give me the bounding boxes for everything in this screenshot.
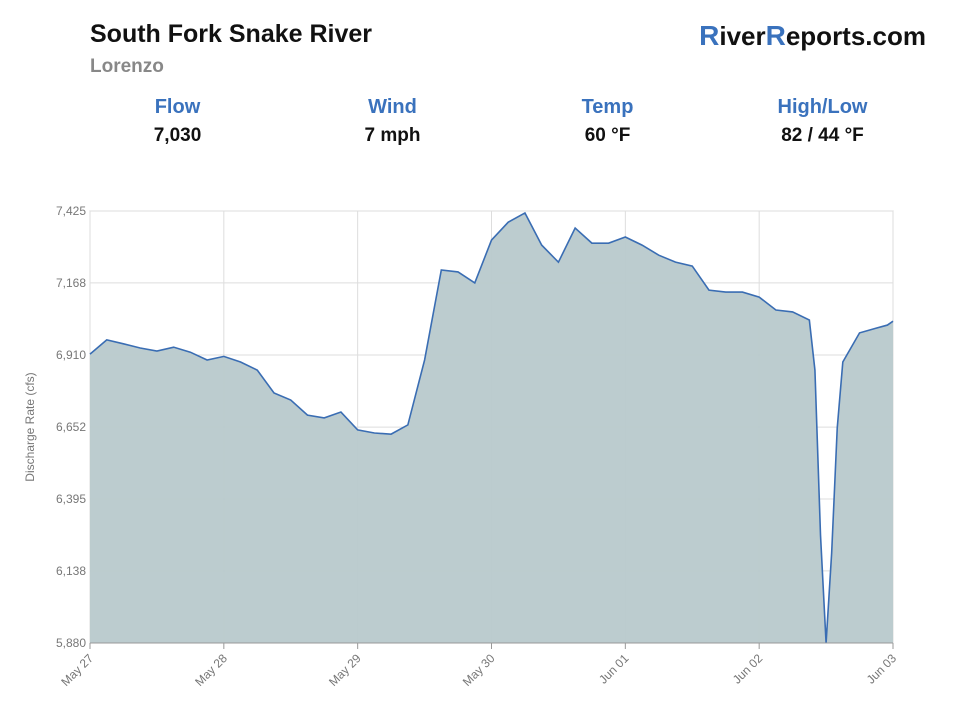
- y-tick-label: 7,168: [56, 276, 86, 290]
- logo[interactable]: RiverReports.com: [699, 20, 926, 52]
- logo-part: eports.com: [785, 21, 926, 51]
- subtitle: Lorenzo: [90, 56, 164, 77]
- stat-value: 60 °F: [584, 125, 631, 146]
- x-tick-label: May 28: [192, 651, 230, 689]
- stat: Flow 7,030: [70, 96, 285, 147]
- stat-value: 7 mph: [364, 125, 421, 146]
- line: [89, 211, 894, 644]
- y-tick-label: 7,425: [56, 204, 86, 218]
- x-tick-label: May 29: [326, 651, 364, 689]
- x-tick-label: May 30: [460, 651, 498, 689]
- area: [90, 212, 893, 643]
- x-tick-label: Jun 02: [730, 651, 766, 687]
- stats: Flow 7,030 Wind 7 mph Temp 60 °F High/Low 82 / …: [70, 96, 930, 147]
- logo-r: R: [699, 20, 720, 51]
- title: South Fork Snake River: [90, 20, 373, 48]
- y-axis-label: Discharge Rate (cfs): [23, 372, 37, 481]
- y-tick-label: 6,395: [56, 492, 86, 506]
- stat: High/Low 82 / 44 °F: [715, 96, 930, 147]
- stat-label: Wind: [368, 96, 417, 118]
- x-tick-label: Jun 01: [596, 651, 632, 687]
- x-tick-label: Jun 03: [864, 651, 900, 687]
- x-tick-label: May 27: [58, 651, 96, 689]
- stat-value: 7,030: [153, 125, 202, 146]
- y-tick-label: 6,652: [56, 420, 86, 434]
- stat-label: High/Low: [777, 96, 868, 118]
- logo-part: iver: [719, 21, 766, 51]
- stat: Temp 60 °F: [500, 96, 715, 147]
- stat-value: 82 / 44 °F: [781, 125, 864, 146]
- logo-r: R: [765, 20, 786, 51]
- y-tick-label: 6,138: [56, 564, 86, 578]
- y-tick-label: 5,880: [56, 636, 86, 650]
- stat: Wind 7 mph: [285, 96, 500, 147]
- stat-label: Flow: [154, 96, 201, 118]
- y-tick-label: 6,910: [56, 348, 86, 362]
- stat-label: Temp: [581, 96, 634, 118]
